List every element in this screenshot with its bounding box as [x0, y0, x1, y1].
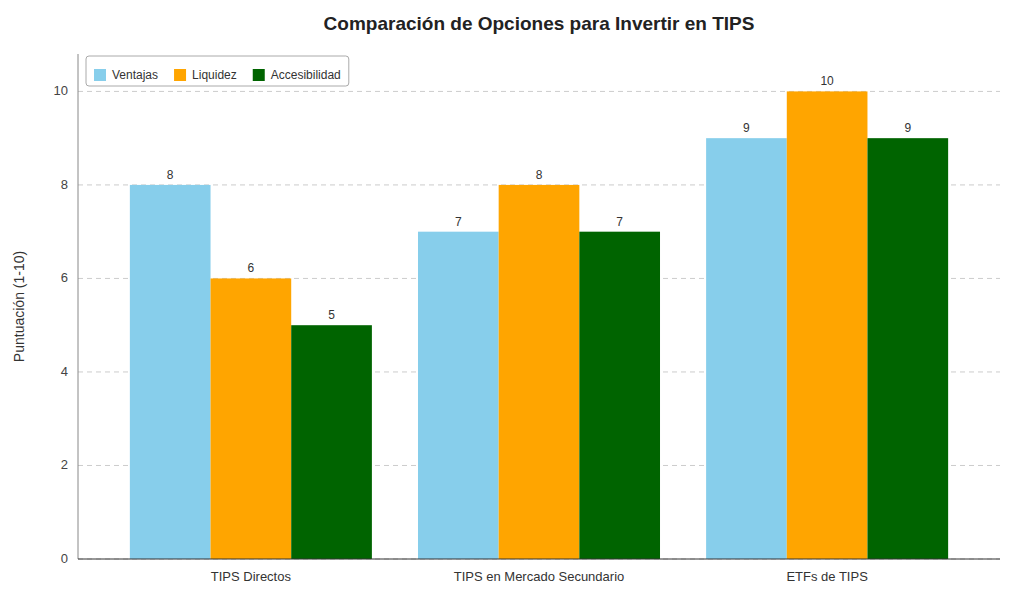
legend-label: Liquidez	[192, 68, 237, 82]
x-tick-label: TIPS Directos	[211, 569, 292, 584]
page: {"chart_data": {"type": "bar", "title": …	[0, 0, 1024, 611]
bar	[787, 91, 868, 559]
x-axis-line	[78, 559, 1000, 560]
data-label: 8	[167, 168, 174, 182]
x-tick-label: ETFs de TIPS	[786, 569, 868, 584]
y-axis-line	[78, 54, 79, 559]
data-label: 9	[904, 121, 911, 135]
legend-swatch	[174, 69, 186, 81]
chart-svg: 0 2 4 6 8 10 8 7 9 6 8 10 5 7 9 TIPS Directos TIPS en Me…	[0, 0, 1024, 611]
x-tick-label: TIPS en Mercado Secundario	[454, 569, 625, 584]
data-label: 8	[536, 168, 543, 182]
data-label: 7	[616, 215, 623, 229]
grid	[78, 91, 1000, 559]
legend-swatch	[94, 69, 106, 81]
bar	[499, 185, 580, 559]
y-tick-label: 2	[61, 457, 68, 472]
bar	[211, 278, 292, 559]
data-label: 6	[248, 261, 255, 275]
bar	[579, 232, 660, 559]
legend-box	[86, 56, 349, 86]
data-labels: 8 7 9 6 8 10 5 7 9	[167, 74, 912, 322]
legend-label: Ventajas	[112, 68, 158, 82]
y-tick-label: 4	[61, 364, 68, 379]
bar	[418, 232, 499, 559]
y-axis-label: Puntuación (1-10)	[11, 251, 27, 362]
bar	[706, 138, 787, 559]
bar	[867, 138, 948, 559]
legend-swatch	[253, 69, 265, 81]
bar	[291, 325, 372, 559]
legend-label: Accesibilidad	[271, 68, 341, 82]
bars	[130, 91, 948, 559]
y-tick-label: 8	[61, 177, 68, 192]
grid-line	[78, 559, 1000, 560]
legend: Ventajas Liquidez Accesibilidad	[86, 56, 349, 86]
data-label: 5	[328, 308, 335, 322]
y-tick-label: 6	[61, 270, 68, 285]
title: Comparación de Opciones para Invertir en…	[324, 13, 755, 34]
background	[0, 0, 1024, 611]
bar	[130, 185, 211, 559]
y-tick-label: 10	[54, 83, 68, 98]
chart-container: 0 2 4 6 8 10 8 7 9 6 8 10 5 7 9 TIPS Directos TIPS en Me…	[0, 0, 1024, 611]
data-label: 7	[455, 215, 462, 229]
data-label: 9	[743, 121, 750, 135]
y-tick-label: 0	[61, 551, 68, 566]
data-label: 10	[820, 74, 834, 88]
